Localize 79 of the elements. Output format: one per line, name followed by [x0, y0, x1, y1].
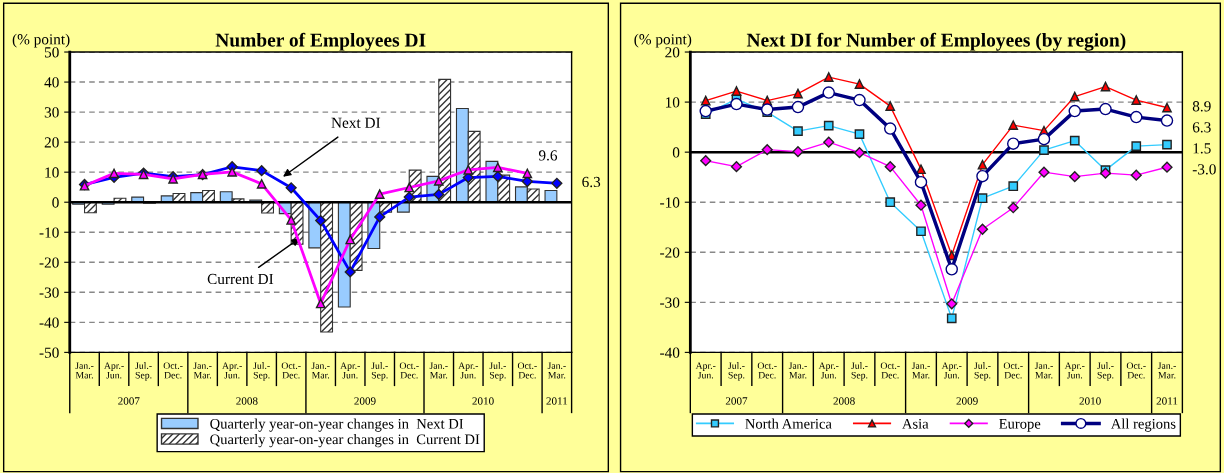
x-tick-label: Jan.- Mar.: [911, 362, 930, 379]
y-tick-label: -30: [39, 287, 59, 298]
x-tick-label: Jul.- Sep.: [371, 362, 388, 381]
x-tick-label: Apr.- Jun.: [1064, 362, 1085, 379]
text: 2010: [1079, 397, 1101, 405]
x-tick-label: Jan.- Mar.: [1034, 362, 1053, 379]
x-tick-label: Oct.- Dec.: [1126, 362, 1146, 379]
legend-label: North America: [745, 418, 832, 429]
x-tick-label: Jan.- Mar.: [75, 362, 94, 379]
y-tick-label: -30: [660, 297, 680, 308]
x-tick-label: Jul.- Sep.: [728, 362, 745, 381]
text: 2007: [118, 397, 140, 405]
y-tick-label: -40: [660, 347, 680, 358]
data-label: 1.5: [1193, 143, 1211, 154]
x-tick-label: Oct.- Dec.: [880, 362, 900, 379]
y-tick-label: 20: [665, 47, 680, 58]
x-tick-label: Oct.- Dec.: [281, 362, 301, 379]
x-tick-label: Jul.- Sep.: [851, 362, 868, 381]
y-tick-label: 40: [44, 77, 59, 88]
data-label: 6.3: [582, 176, 601, 188]
y-tick-label: 30: [44, 107, 59, 118]
x-tick-label: Oct.- Dec.: [757, 362, 777, 379]
legend-label: Asia: [902, 418, 929, 429]
x-tick-label: Jan.- Mar.: [193, 362, 212, 379]
x-tick-label: Apr.- Jun.: [695, 362, 716, 379]
x-tick-label: Jan.- Mar.: [311, 362, 330, 379]
y-axis-title: (% point): [634, 33, 692, 48]
legend-label: Quarterly year-on-year changes in Current DI: [210, 433, 480, 448]
text: 2007: [725, 397, 748, 405]
y-tick-label: 50: [44, 47, 59, 58]
text: Next DI: [331, 117, 381, 128]
chart-title: Next DI for Number of Employees (by region): [746, 32, 1126, 51]
text: 2009: [956, 397, 978, 405]
x-tick-label: Oct.- Dec.: [163, 362, 183, 379]
y-tick-label: -40: [39, 317, 59, 328]
text: 2008: [833, 397, 855, 405]
x-tick-label: Oct.- Dec.: [1003, 362, 1023, 379]
legend-label: All regions: [1110, 418, 1176, 432]
y-tick-label: 0: [52, 197, 59, 208]
x-tick-label: Jul.- Sep.: [974, 362, 991, 381]
x-tick-label: Jul.- Sep.: [489, 362, 506, 381]
data-label: 8.9: [1192, 101, 1211, 112]
x-tick-label: Apr.- Jun.: [104, 362, 124, 379]
x-tick-label: Jan.- Mar.: [547, 362, 566, 379]
y-tick-label: -10: [660, 197, 680, 208]
y-tick-label: -20: [39, 257, 59, 268]
x-tick-label: Jul.- Sep.: [1097, 362, 1114, 381]
y-tick-label: -20: [660, 247, 680, 258]
legend-label: Quarterly year-on-year changes in Next DI: [210, 418, 464, 432]
data-label: 6.3: [1192, 122, 1211, 133]
x-tick-label: Apr.- Jun.: [941, 362, 962, 379]
x-tick-label: Apr.- Jun.: [222, 362, 242, 379]
y-tick-label: -50: [39, 347, 59, 358]
x-tick-label: Jan.- Mar.: [1157, 362, 1176, 379]
y-tick-label: 10: [45, 167, 59, 178]
x-tick-label: Apr.- Jun.: [458, 362, 479, 379]
data-label: 9.6: [538, 150, 558, 161]
text: 2010: [472, 397, 494, 405]
y-tick-label: 20: [44, 137, 59, 148]
text: 2008: [236, 397, 258, 405]
x-tick-label: Jan.- Mar.: [788, 362, 807, 379]
x-tick-label: Apr.- Jun.: [340, 362, 360, 379]
legend-label: Europe: [999, 418, 1041, 432]
x-tick-label: Apr.- Jun.: [818, 362, 839, 379]
x-tick-label: Jul.- Sep.: [135, 362, 152, 381]
text: 2009: [354, 397, 376, 405]
text: Current DI: [207, 273, 274, 285]
text: 2011: [1156, 397, 1178, 405]
x-tick-label: Oct.- Dec.: [399, 362, 419, 379]
text: 2011: [546, 397, 568, 405]
y-axis-title: (% point): [12, 33, 70, 48]
x-tick-label: Oct.- Dec.: [517, 362, 537, 379]
y-tick-label: 0: [672, 147, 680, 158]
x-tick-label: Jan.- Mar.: [429, 362, 448, 379]
data-label: -3.0: [1192, 164, 1216, 175]
y-tick-label: -10: [39, 227, 59, 238]
y-tick-label: 10: [665, 97, 680, 108]
x-tick-label: Jul.- Sep.: [253, 362, 270, 381]
chart-title: Number of Employees DI: [215, 32, 426, 51]
